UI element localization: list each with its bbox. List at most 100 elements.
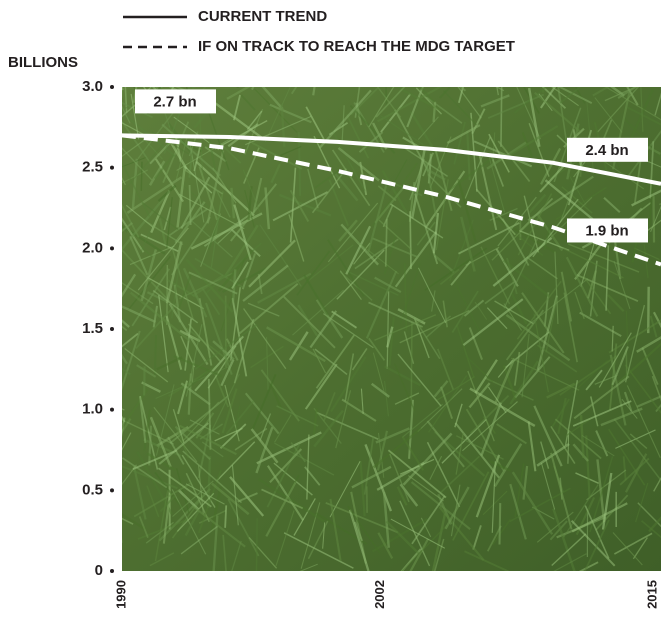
grass-blade [158, 295, 169, 373]
grass-blade [256, 431, 322, 465]
grass-blade [122, 147, 153, 181]
grass-blade [378, 219, 413, 251]
grass-blade [528, 193, 547, 214]
grass-blade [554, 418, 602, 460]
grass-blade [122, 537, 123, 543]
grass-blade [648, 179, 655, 228]
grass-blade [439, 268, 460, 286]
grass-blade [568, 174, 587, 206]
grass-blade [617, 87, 638, 99]
grass-blade [306, 244, 354, 283]
grass-blade [565, 418, 591, 437]
grass-blade [624, 304, 646, 383]
grass-blade [140, 161, 143, 191]
grass-blade [204, 64, 216, 81]
grass-blade [604, 87, 661, 121]
grass-blade [122, 273, 137, 298]
grass-blade [344, 353, 355, 402]
grass-blade [207, 345, 237, 389]
grass-blade [140, 249, 158, 302]
grass-blade [223, 224, 259, 278]
grass-blade [368, 337, 386, 361]
y-tick-mark [110, 488, 114, 493]
grass-blade [226, 87, 251, 100]
grass-blade [143, 138, 163, 160]
grass-blade [200, 57, 205, 81]
grass-blade [372, 352, 386, 394]
grass-blade [540, 147, 562, 185]
grass-blade [487, 386, 507, 414]
grass-blade [641, 347, 659, 385]
grass-blade [148, 277, 204, 310]
grass-blade [396, 486, 408, 506]
grass-blade [231, 465, 239, 526]
grass-blade [198, 166, 218, 221]
grass-blade [146, 291, 167, 303]
grass-blade [231, 540, 242, 571]
grass-blade [176, 468, 190, 513]
grass-blade [158, 422, 210, 465]
grass-blade [269, 383, 283, 410]
grass-blade [517, 193, 553, 256]
grass-blade [331, 149, 371, 207]
grass-blade [574, 291, 585, 320]
grass-blade [563, 292, 578, 363]
grass-blade [64, 498, 108, 522]
grass-blade [309, 310, 338, 349]
grass-blade [224, 505, 228, 528]
grass-blade [534, 91, 581, 133]
grass-blade [374, 276, 402, 293]
grass-blade [480, 94, 510, 108]
grass-blade [168, 303, 209, 366]
grass-blade [379, 114, 424, 146]
grass-blade [274, 442, 335, 476]
grass-blade [544, 179, 601, 226]
grass-blade [570, 519, 616, 567]
grass-blade [122, 217, 145, 253]
grass-blade [212, 340, 235, 361]
grass-blade [372, 427, 422, 469]
grass-blade [491, 518, 512, 546]
grass-blade [163, 206, 172, 231]
grass-blade [122, 353, 128, 365]
grass-blade [211, 482, 250, 516]
grass-blade [173, 355, 223, 377]
grass-blade [609, 354, 627, 426]
grass-blade [122, 157, 146, 168]
grass-blade [311, 168, 347, 214]
grass-blade [374, 314, 437, 341]
grass-blade [539, 165, 565, 193]
grass-blade [331, 310, 358, 329]
grass-blade [329, 498, 342, 562]
grass-blade [306, 434, 310, 500]
grass-blade [345, 225, 372, 275]
grass-blade [174, 135, 182, 162]
grass-blade [551, 398, 570, 427]
grass-blade [463, 299, 485, 317]
grass-blade [509, 487, 571, 523]
grass-blade [440, 455, 480, 493]
x-tick-label: 2015 [644, 580, 659, 609]
grass-blade [236, 87, 239, 89]
grass-blade [313, 407, 342, 444]
grass-blade [431, 513, 447, 571]
grass-blade [89, 271, 103, 311]
grass-blade [122, 222, 133, 233]
grass-blade [314, 169, 341, 189]
grass-blade [433, 254, 455, 274]
grass-blade [273, 462, 313, 496]
grass-blade [540, 462, 556, 510]
grass-blade [122, 464, 137, 486]
grass-blade [122, 196, 166, 251]
grass-blade [491, 461, 496, 533]
grass-blade [188, 184, 192, 226]
grass-blade [429, 455, 443, 480]
grass-blade [376, 87, 402, 118]
grass-blade [584, 505, 610, 559]
grass-blade [176, 492, 215, 532]
grass-blade [409, 158, 425, 201]
grass-blade [113, 405, 119, 484]
grass-blade [274, 414, 292, 443]
legend-label: CURRENT TREND [198, 8, 327, 25]
grass-blade [152, 305, 159, 328]
